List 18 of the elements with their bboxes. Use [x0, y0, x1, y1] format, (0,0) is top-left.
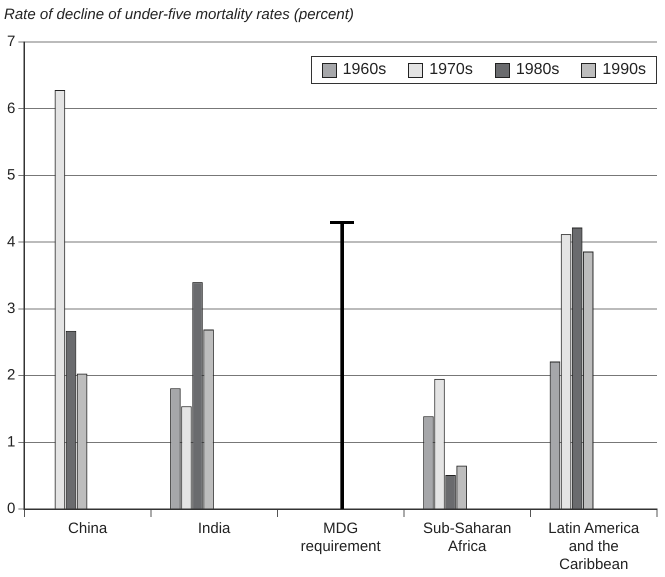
y-tick-label: 5 [7, 166, 16, 184]
legend-label: 1970s [429, 61, 473, 79]
x-tick-label: China [68, 520, 108, 538]
y-tick-label: 7 [7, 33, 16, 50]
x-tick-label: Sub-Saharan Africa [423, 520, 512, 556]
y-tick-label: 4 [7, 233, 16, 250]
x-tick-label: Latin America and the Caribbean [548, 520, 640, 574]
legend-label: 1960s [342, 61, 386, 79]
y-tick-label: 0 [7, 500, 16, 518]
x-tick-label: India [198, 520, 232, 538]
legend-label: 1990s [602, 61, 646, 79]
y-tick-label: 3 [7, 300, 16, 317]
chart-title: Rate of decline of under-five mortality rates (percent) [4, 6, 354, 24]
y-tick-label: 6 [7, 100, 16, 117]
x-tick-label: MDG requirement [300, 520, 382, 556]
legend-label: 1980s [516, 61, 560, 79]
y-tick-label: 1 [7, 433, 16, 450]
y-tick-label: 2 [7, 366, 16, 384]
